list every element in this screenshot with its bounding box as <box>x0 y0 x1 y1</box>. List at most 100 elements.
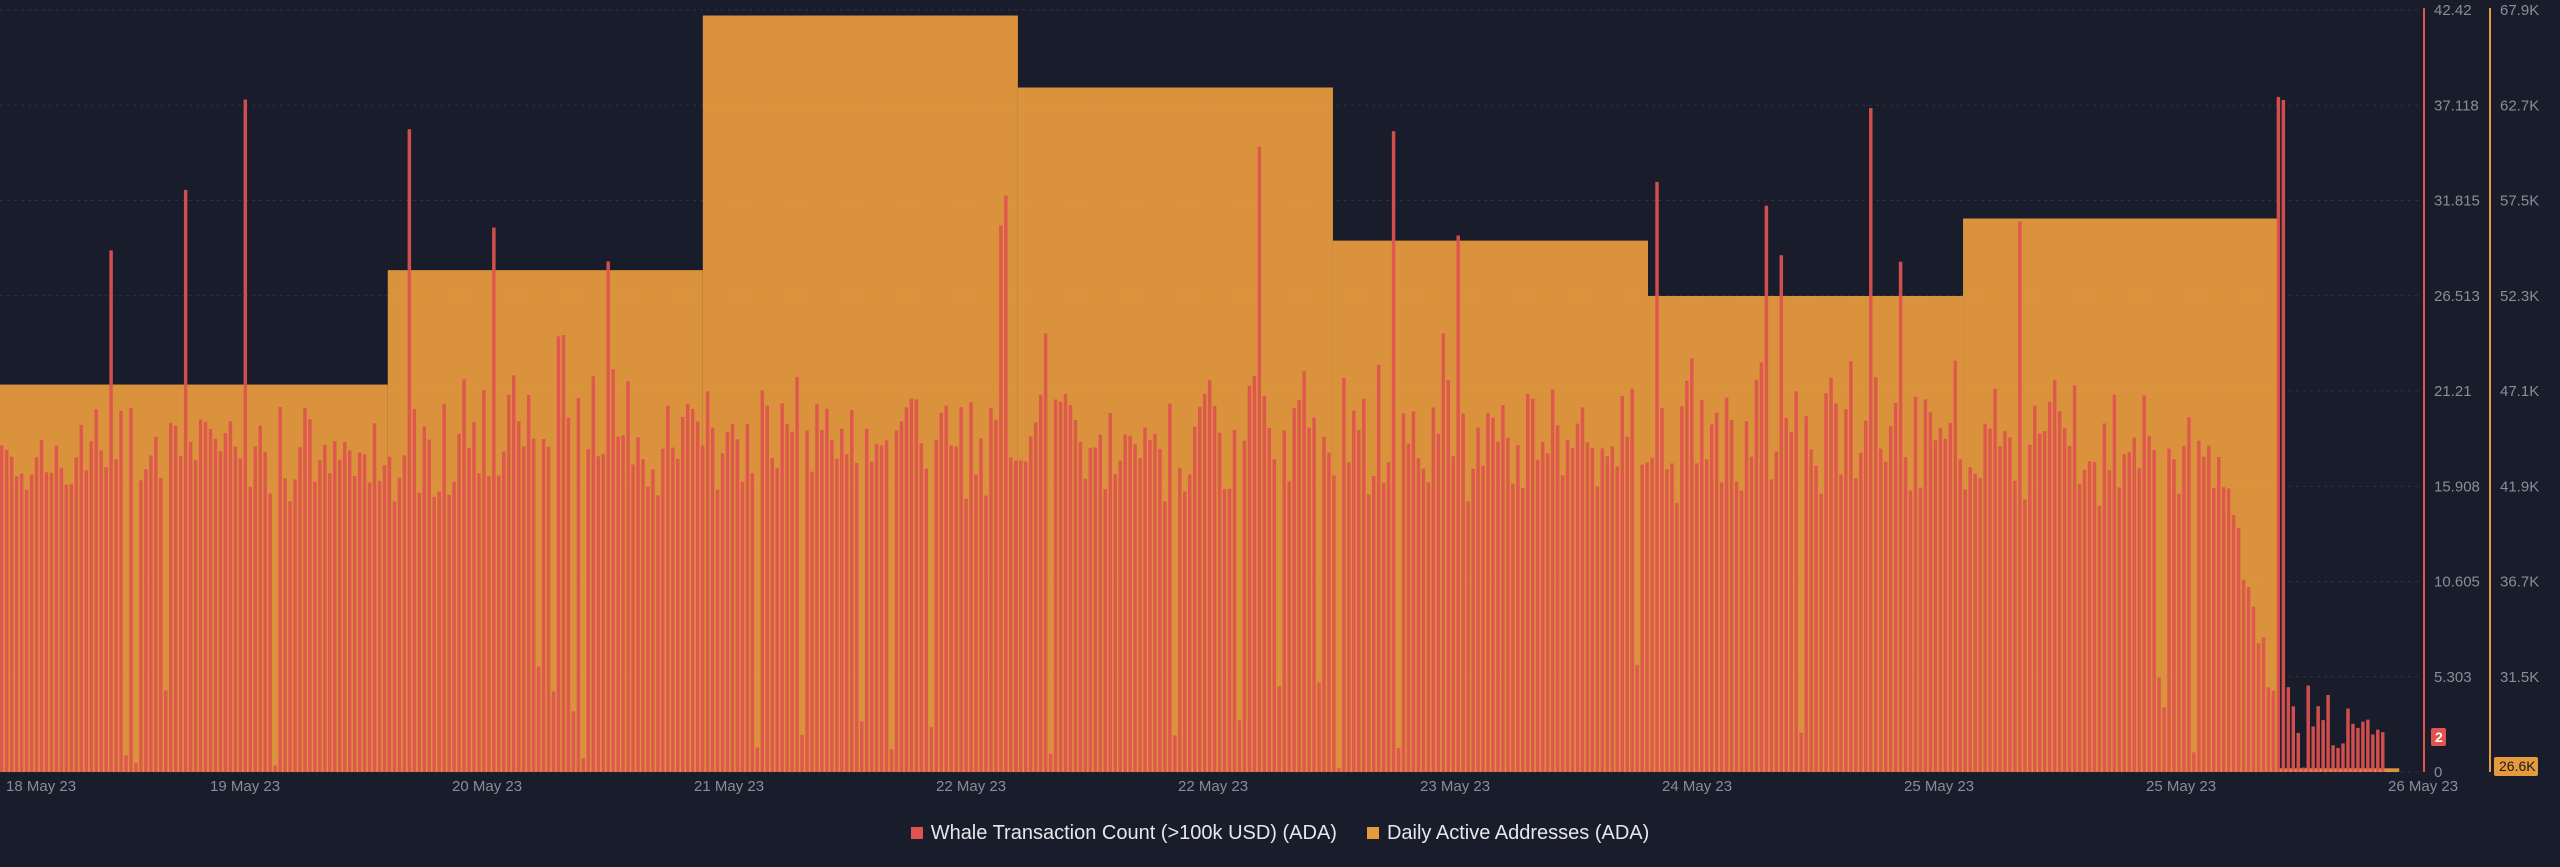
whale-bar <box>34 457 39 772</box>
whale-bar <box>850 410 854 772</box>
y-right-tick-label: 41.9K <box>2500 478 2539 495</box>
whale-bar <box>283 478 287 772</box>
legend-item-daa[interactable]: Daily Active Addresses (ADA) <box>1366 822 1649 845</box>
whale-bar <box>29 474 34 772</box>
whale-bar <box>1839 474 1843 772</box>
whale-bar <box>1575 423 1580 772</box>
whale-bar <box>1386 462 1391 772</box>
whale-bar <box>1535 459 1540 772</box>
whale-bar <box>656 495 660 772</box>
whale-bar <box>1496 441 1500 772</box>
whale-bar <box>2366 719 2370 772</box>
legend-item-whale[interactable]: Whale Transaction Count (>100k USD) (ADA… <box>910 822 1337 845</box>
whale-bar <box>213 438 218 772</box>
whale-bar <box>1878 448 1883 772</box>
whale-bar <box>1197 406 1202 772</box>
whale-bar <box>1531 398 1535 772</box>
whale-bar <box>333 441 337 772</box>
whale-bar <box>452 481 456 772</box>
whale-bar <box>1451 456 1455 772</box>
whale-bar <box>2157 677 2161 772</box>
whale-bar <box>467 447 471 772</box>
x-tick-label: 22 May 23 <box>936 778 1006 795</box>
whale-bar <box>616 436 620 772</box>
whale-bar <box>596 456 600 772</box>
whale-bar <box>1362 398 1366 772</box>
whale-bar <box>1456 235 1460 772</box>
whale-bar <box>820 429 824 772</box>
whale-bar <box>1506 437 1510 772</box>
whale-bar <box>641 459 645 772</box>
whale-bar <box>1570 448 1575 772</box>
whale-bar <box>183 189 188 772</box>
whale-bar <box>874 443 879 772</box>
whale-bar <box>1953 360 1958 772</box>
whale-bar <box>2212 487 2216 772</box>
whale-bar <box>303 408 307 772</box>
whale-bar <box>1565 440 1570 772</box>
whale-bar <box>134 763 138 772</box>
whale-bar <box>1217 432 1222 772</box>
whale-bar <box>2341 743 2345 772</box>
whale-bar <box>1685 380 1689 772</box>
whale-bar <box>154 437 158 772</box>
whale-bar <box>1312 417 1316 772</box>
whale-bar <box>492 227 496 772</box>
whale-bar <box>1421 468 1426 772</box>
whale-bar <box>1754 379 1759 772</box>
whale-bar <box>1431 407 1436 772</box>
whale-bar <box>1019 460 1023 772</box>
whale-bar <box>1799 732 1803 772</box>
whale-bar <box>2142 395 2146 772</box>
whale-bar <box>432 496 436 772</box>
whale-bar <box>1625 436 1629 772</box>
whale-bar <box>1824 393 1828 772</box>
whale-bar <box>1600 448 1605 772</box>
whale-bar <box>1560 475 1565 772</box>
daa-last-value-badge <box>2494 757 2538 776</box>
whale-bar <box>74 457 79 772</box>
whale-bar <box>2147 435 2151 772</box>
whale-bar <box>1809 449 1813 772</box>
whale-bar <box>1078 441 1083 772</box>
whale-bar <box>1058 401 1063 772</box>
whale-bar <box>1133 444 1137 772</box>
whale-bar <box>685 403 690 772</box>
whale-bar <box>1888 426 1893 772</box>
whale-bar <box>1009 457 1013 772</box>
whale-bar <box>1401 413 1406 772</box>
whale-bar <box>1854 478 1858 772</box>
whale-bar <box>477 473 481 772</box>
whale-bar <box>1545 453 1550 772</box>
whale-bar <box>49 472 54 772</box>
whale-bar <box>233 446 238 772</box>
whale-bar <box>248 486 253 772</box>
whale-bar <box>1874 377 1878 772</box>
y-right-tick-label: 57.5K <box>2500 193 2539 210</box>
whale-bar <box>39 440 44 772</box>
whale-bar <box>1158 448 1162 772</box>
whale-bar <box>1709 424 1714 772</box>
whale-bar <box>1724 397 1729 772</box>
whale-bar <box>1769 479 1774 772</box>
whale-bar <box>2082 469 2087 772</box>
whale-bar <box>1665 469 1669 772</box>
whale-bar <box>1212 405 1217 772</box>
whale-bar <box>1307 427 1311 772</box>
whale-bar <box>929 727 934 772</box>
whale-bar <box>2321 720 2325 772</box>
whale-bar <box>2301 767 2305 772</box>
whale-bar <box>1108 413 1112 772</box>
whale-bar <box>2316 706 2320 772</box>
whale-bar <box>54 445 59 772</box>
whale-bar <box>1242 440 1247 772</box>
whale-bar <box>1948 422 1953 772</box>
y-left-tick-label: 26.513 <box>2434 288 2480 305</box>
whale-bar <box>1923 399 1928 772</box>
whale-bar <box>427 439 431 772</box>
whale-bar <box>840 428 844 772</box>
whale-bar <box>2057 411 2062 772</box>
whale-bar <box>437 491 441 772</box>
whale-bar <box>725 431 730 772</box>
whale-bar <box>661 448 665 772</box>
